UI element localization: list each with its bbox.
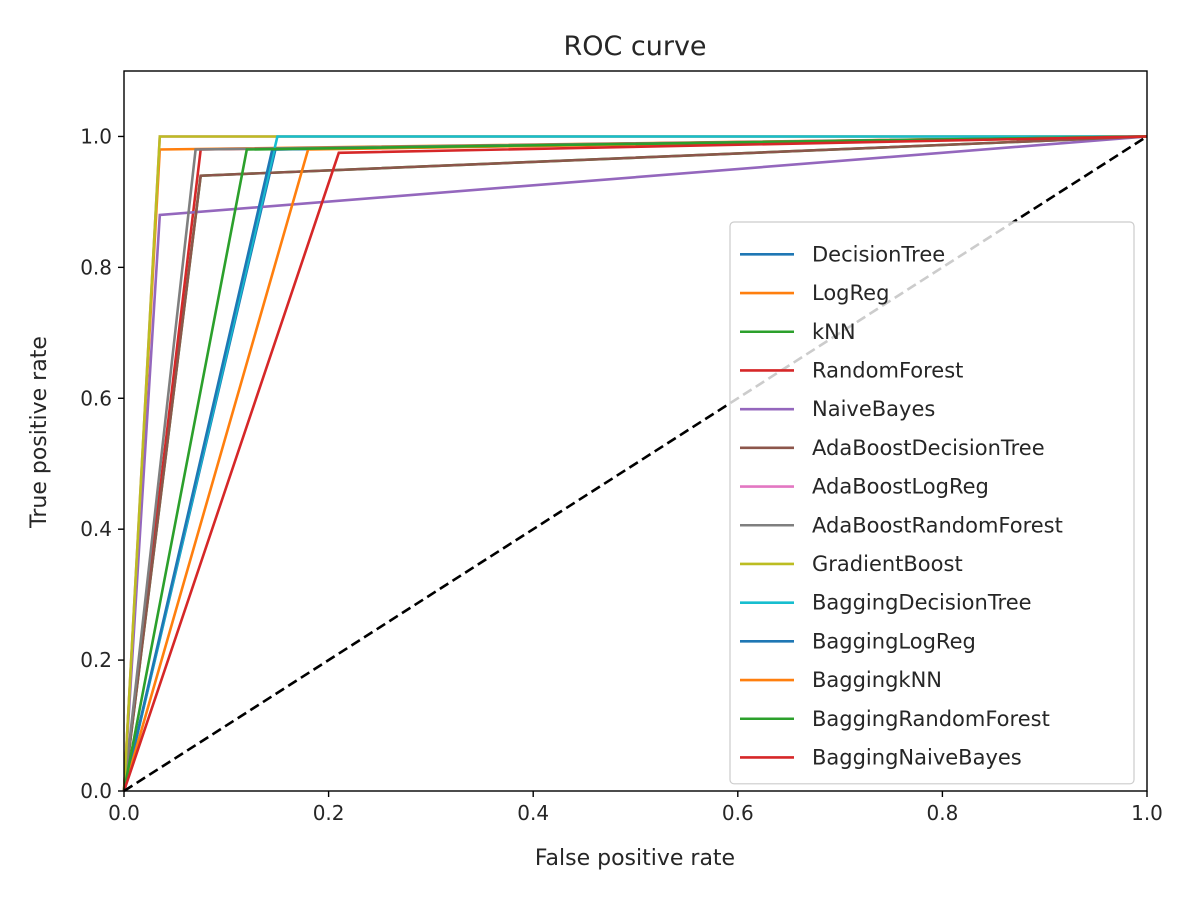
chart-title: ROC curve [563,31,706,62]
legend-label-adaboostrandomforest: AdaBoostRandomForest [812,513,1063,537]
legend-label-bagginglogreg: BaggingLogReg [812,629,976,653]
series-line-baggingnaivebayes [122,135,1148,792]
y-tick-label: 0.6 [80,386,112,410]
legend-label-adaboostlogreg: AdaBoostLogReg [812,475,989,499]
x-tick-label: 0.6 [722,801,754,825]
legend-label-knn: kNN [812,320,856,344]
x-tick-label: 0.4 [517,801,549,825]
legend: DecisionTree LogReg kNN RandomForest NaiveBa… [729,221,1135,785]
x-axis-label: False positive rate [535,846,735,871]
legend-label-baggingknn: BaggingkNN [812,668,942,692]
legend-label-logreg: LogReg [812,281,889,305]
x-tick-label: 0.8 [926,801,958,825]
legend-label-gradientboost: GradientBoost [812,552,963,576]
legend-label-randomforest: RandomForest [812,358,963,382]
legend-label-decisiontree: DecisionTree [812,242,945,266]
y-tick-label: 0.8 [80,255,112,279]
y-tick-label: 0.4 [80,517,112,541]
legend-label-naivebayes: NaiveBayes [812,397,935,421]
x-tick-label: 1.0 [1131,801,1163,825]
legend-label-baggingdecisiontree: BaggingDecisionTree [812,591,1032,615]
series-line-baggingrandomforest [122,135,1148,792]
legend-label-adaboostdecisiontree: AdaBoostDecisionTree [812,436,1045,460]
series-line-naivebayes [122,135,1148,792]
x-tick-label: 0.2 [313,801,345,825]
x-tick-label: 0.0 [108,801,140,825]
legend-label-baggingnaivebayes: BaggingNaiveBayes [812,745,1022,769]
y-axis-label: True positive rate [27,336,52,529]
y-tick-label: 0.0 [80,779,112,803]
plot-area: 0.0 0.2 0.4 0.6 0.8 1.0 0.0 0.2 0.4 0.6 0.8 1.0 [80,70,1163,825]
y-tick-label: 0.2 [80,648,112,672]
series-line-adaboostdecisiontree [122,135,1148,792]
y-tick-label: 1.0 [80,124,112,148]
legend-label-baggingrandomforest: BaggingRandomForest [812,707,1050,731]
legend-box [729,221,1135,785]
axes-frame [123,70,1148,792]
